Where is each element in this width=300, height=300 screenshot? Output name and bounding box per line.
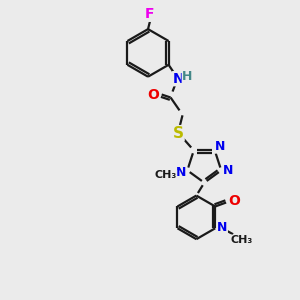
Text: CH₃: CH₃	[231, 235, 253, 245]
Text: CH₃: CH₃	[154, 170, 177, 180]
Text: N: N	[223, 164, 233, 177]
Text: H: H	[182, 70, 193, 83]
Text: O: O	[228, 194, 240, 208]
Text: N: N	[214, 140, 225, 153]
Text: N: N	[176, 166, 187, 179]
Text: F: F	[145, 7, 155, 21]
Text: S: S	[173, 126, 184, 141]
Text: N: N	[173, 72, 184, 86]
Text: N: N	[217, 221, 227, 234]
Text: O: O	[147, 88, 159, 101]
